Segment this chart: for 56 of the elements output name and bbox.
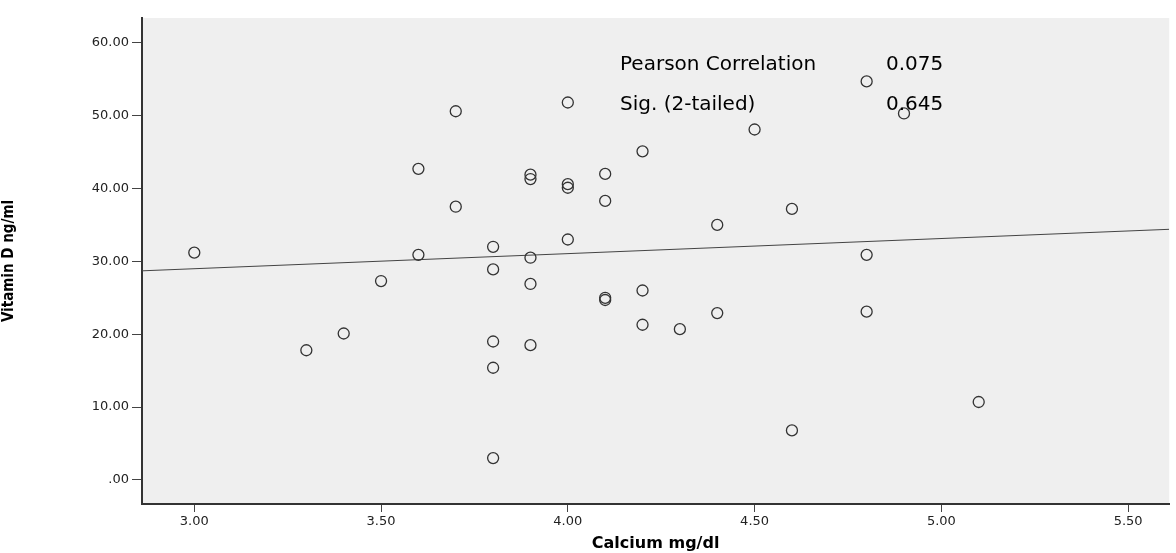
point: [599, 194, 612, 208]
y-tick-label: 20.00: [91, 325, 129, 341]
y-tick-label: 40.00: [91, 179, 129, 195]
annotation: Pearson Correlation: [620, 51, 817, 76]
point: [374, 274, 388, 288]
point: [412, 248, 425, 261]
x-tick-label: 4.50: [740, 513, 770, 529]
point: [449, 105, 462, 118]
y-tick-label: 10.00: [91, 398, 129, 414]
y-tick-label: 60.00: [91, 34, 129, 50]
y-tick-label: .00: [108, 471, 129, 487]
point: [486, 361, 500, 374]
point: [486, 240, 500, 253]
point: [449, 200, 462, 213]
x-tick-label: 3.00: [179, 513, 209, 529]
x-tick-label: 5.00: [926, 513, 956, 529]
point: [188, 246, 201, 259]
y-tick-label: 30.00: [91, 252, 129, 268]
point: [860, 75, 873, 88]
point: [636, 284, 649, 297]
point: [711, 218, 724, 232]
point: [486, 451, 500, 465]
annotation: 0.645: [886, 91, 944, 116]
point: [599, 167, 612, 181]
point: [524, 172, 537, 186]
x-axis-title: Calcium mg/dl: [591, 532, 720, 552]
point: [860, 248, 873, 261]
point: [636, 318, 649, 331]
point: [337, 327, 350, 340]
point: [860, 305, 873, 318]
point: [524, 277, 537, 291]
point: [972, 395, 985, 409]
point: [636, 145, 649, 158]
point: [785, 202, 799, 216]
y-tick-label: 50.00: [91, 107, 129, 123]
point: [412, 162, 425, 175]
x-tick-label: 5.50: [1113, 513, 1143, 529]
point: [524, 251, 537, 264]
point: [486, 263, 500, 276]
point: [711, 306, 724, 320]
y-axis-title: Vitamin D ng/ml: [0, 199, 17, 323]
point: [785, 424, 799, 437]
annotation: 0.075: [886, 51, 944, 76]
point: [561, 181, 574, 194]
point: [524, 339, 537, 352]
x-tick-label: 3.50: [366, 513, 396, 529]
point: [561, 177, 574, 191]
point: [673, 322, 687, 336]
x-tick-label: 4.00: [553, 513, 583, 529]
point: [524, 168, 537, 181]
point: [300, 344, 313, 357]
point: [486, 335, 500, 348]
point: [748, 123, 761, 136]
point: [561, 233, 574, 246]
point: [561, 96, 574, 109]
annotation: Sig. (2-tailed): [620, 91, 756, 116]
